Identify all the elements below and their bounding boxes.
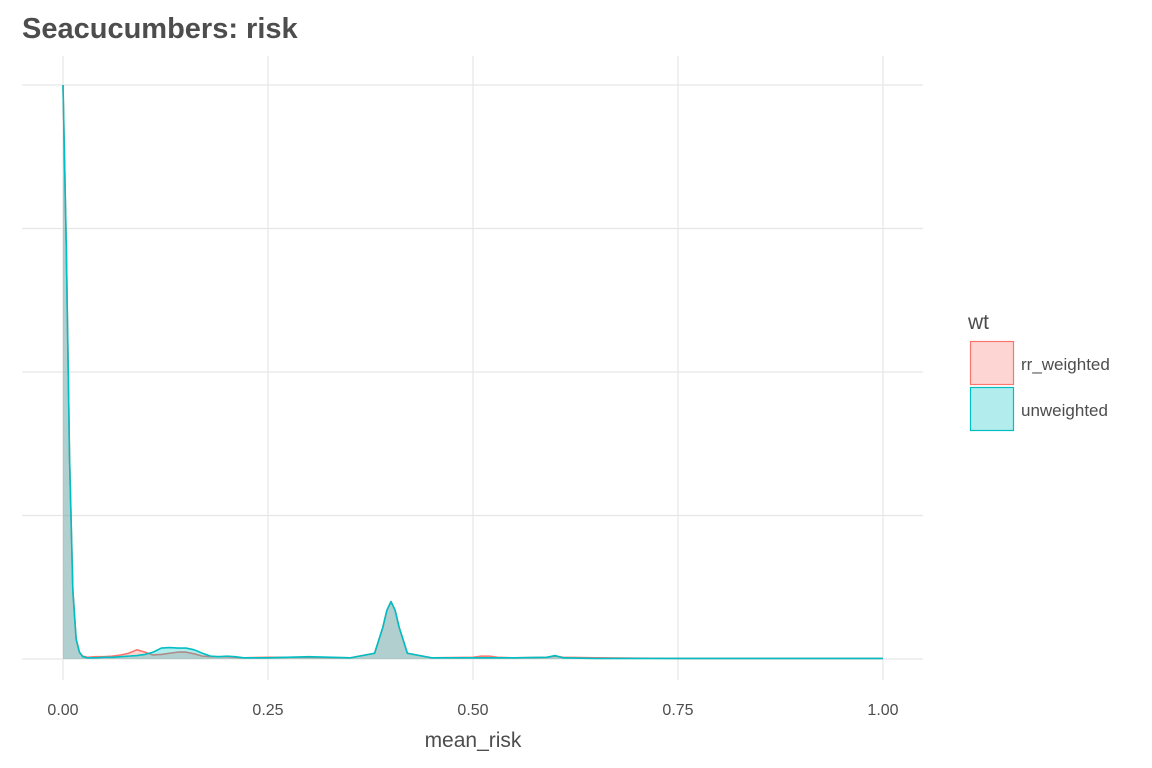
legend-label-unweighted: unweighted — [1021, 401, 1108, 420]
legend: wt rr_weighted unweighted — [967, 311, 1110, 432]
x-tick-label: 1.00 — [867, 702, 898, 719]
x-tick-label: 0.25 — [252, 702, 283, 719]
legend-key-rr_weighted — [969, 340, 1015, 386]
x-axis-title: mean_risk — [425, 729, 522, 752]
grid — [22, 56, 923, 680]
legend-label-rr_weighted: rr_weighted — [1021, 355, 1110, 374]
x-tick-label: 0.00 — [47, 702, 78, 719]
legend-title: wt — [967, 311, 989, 334]
x-tick-label: 0.50 — [457, 702, 488, 719]
legend-key-bg — [970, 387, 1014, 431]
chart-title: Seacucumbers: risk — [22, 13, 299, 45]
x-axis-ticks: 0.00 0.25 0.50 0.75 1.00 — [47, 702, 898, 719]
density-line-unweighted — [62, 84, 883, 660]
plot-series — [62, 84, 883, 660]
legend-key-unweighted — [969, 386, 1015, 432]
legend-key-bg — [970, 341, 1014, 385]
x-tick-label: 0.75 — [662, 702, 693, 719]
